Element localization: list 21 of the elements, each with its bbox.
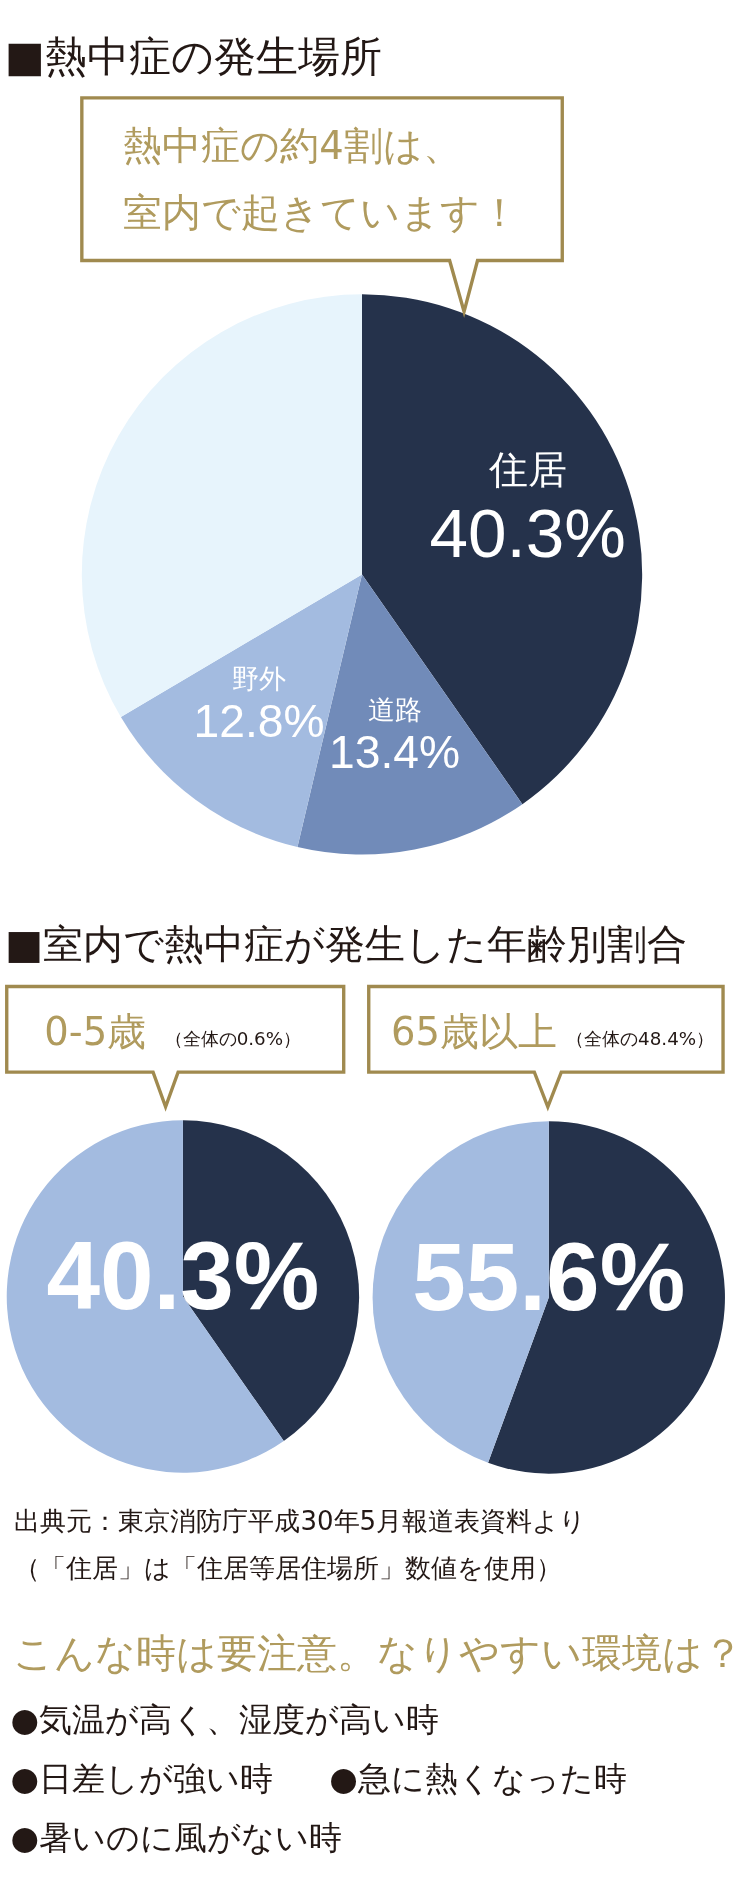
chart-subtitle: （全体の0.6%） [164,1028,302,1050]
text: ●気温が高く、湿度が高い時 [10,1700,440,1739]
slice-label: 道路 [367,693,422,725]
chart-title: 65歳以上 [390,1009,557,1055]
text: 室内で起きています！ [123,189,520,235]
text: ●暑いのに風がない時 [10,1819,343,1858]
text: こんな時は要注意。なりやすい環境は？ [12,1629,743,1678]
text: ●急に熱くなった時 [329,1760,627,1799]
text: ●日差しが強い時 [10,1760,274,1799]
text: （「住居」は「住居等居住場所」数値を使用） [14,1552,563,1583]
chart-subtitle: （全体の48.4%） [566,1028,715,1050]
data-label: 40.3% [429,494,626,573]
data-label: 13.4% [329,725,461,778]
text: 出典元：東京消防庁平成30年5月報道表資料より [14,1506,587,1537]
slice-label: 住居 [487,447,567,493]
chart-title: 0-5歳 [44,1009,147,1055]
text: 熱中症の約4割は、 [123,123,462,169]
data-label: 12.8% [193,695,325,748]
chart-title: ■熱中症の発生場所 [4,31,382,81]
text: ■室内で熱中症が発生した年齢別割合 [4,919,688,968]
slice-label: 野外 [232,662,287,694]
